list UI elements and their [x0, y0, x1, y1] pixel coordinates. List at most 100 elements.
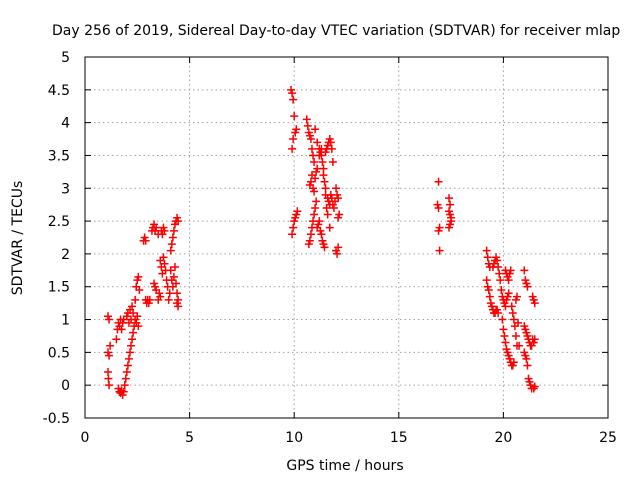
- data-point: [325, 223, 334, 232]
- data-point: [318, 158, 327, 167]
- ticks: 0 5 10 15 20 25 -0.5 0 0.5 1 1.5 2 2.5 3 3.5 4 4.5 5: [43, 50, 617, 446]
- x-tick-label: 0: [81, 430, 90, 446]
- data-point: [482, 276, 491, 285]
- data-point: [311, 203, 320, 212]
- data-point: [305, 236, 314, 245]
- data-point: [152, 223, 161, 232]
- data-point: [173, 289, 182, 298]
- data-point: [313, 138, 322, 147]
- data-point: [169, 226, 178, 235]
- data-point: [446, 200, 455, 209]
- data-point: [105, 351, 114, 360]
- data-point: [509, 358, 518, 367]
- data-point: [507, 302, 516, 311]
- y-tick-label: 2: [61, 247, 70, 263]
- data-point: [327, 144, 336, 153]
- y-tick-label: 3: [61, 181, 70, 197]
- data-point: [329, 203, 338, 212]
- data-point: [523, 361, 532, 370]
- data-point: [125, 348, 134, 357]
- data-point: [129, 308, 138, 317]
- data-point: [303, 121, 312, 130]
- data-point: [292, 125, 301, 134]
- data-point: [159, 253, 168, 262]
- data-point: [320, 243, 329, 252]
- axes: [84, 56, 609, 419]
- data-point: [289, 223, 298, 232]
- data-point: [509, 315, 518, 324]
- data-point: [321, 184, 330, 193]
- x-tick-label: 10: [285, 430, 303, 446]
- data-point: [511, 331, 520, 340]
- data-point: [312, 197, 321, 206]
- data-point: [127, 341, 136, 350]
- data-point: [494, 263, 503, 272]
- data-point: [306, 177, 315, 186]
- x-tick-label: 25: [599, 430, 617, 446]
- data-point: [482, 246, 491, 255]
- data-point: [167, 240, 176, 249]
- data-point: [499, 325, 508, 334]
- data-point: [497, 286, 506, 295]
- y-axis-label: SDTVAR / TECUs: [10, 181, 26, 296]
- data-point: [434, 203, 443, 212]
- data-point: [334, 243, 343, 252]
- data-point: [160, 259, 169, 268]
- data-point: [498, 315, 507, 324]
- data-point: [174, 302, 183, 311]
- data-point: [306, 230, 315, 239]
- data-point: [170, 263, 179, 272]
- data-point: [311, 125, 320, 134]
- data-point: [434, 177, 443, 186]
- data-point: [530, 382, 539, 391]
- data-point: [135, 286, 144, 295]
- data-point: [112, 335, 121, 344]
- y-tick-label: 2.5: [48, 214, 70, 230]
- data-point: [496, 276, 505, 285]
- data-point: [504, 289, 513, 298]
- y-tick-label: 0: [61, 378, 70, 394]
- data-point: [520, 266, 529, 275]
- data-point: [134, 272, 143, 281]
- data-point: [500, 331, 509, 340]
- data-point: [307, 144, 316, 153]
- data-point: [293, 207, 302, 216]
- data-point: [174, 217, 183, 226]
- data-points: [104, 85, 539, 400]
- data-point: [172, 279, 181, 288]
- data-point: [129, 328, 138, 337]
- data-point: [166, 266, 175, 275]
- chart-title: Day 256 of 2019, Sidereal Day-to-day VTE…: [52, 23, 620, 39]
- data-point: [117, 325, 126, 334]
- data-point: [302, 115, 311, 124]
- data-point: [530, 335, 539, 344]
- data-point: [289, 135, 298, 144]
- data-point: [288, 89, 297, 98]
- data-point: [483, 253, 492, 262]
- data-point: [515, 341, 524, 350]
- x-axis-label: GPS time / hours: [286, 458, 403, 474]
- data-point: [485, 292, 494, 301]
- data-point: [120, 381, 129, 390]
- data-point: [128, 335, 137, 344]
- data-point: [168, 233, 177, 242]
- y-tick-label: 4.5: [48, 83, 70, 99]
- data-point: [435, 246, 444, 255]
- data-point: [523, 282, 532, 291]
- data-point: [306, 135, 315, 144]
- data-point: [501, 338, 510, 347]
- y-tick-label: 0.5: [48, 345, 70, 361]
- data-point: [332, 184, 341, 193]
- x-tick-label: 5: [185, 430, 194, 446]
- y-tick-label: 4: [61, 116, 70, 132]
- data-point: [445, 194, 454, 203]
- data-point: [289, 95, 298, 104]
- data-point: [504, 276, 513, 285]
- data-point: [323, 210, 332, 219]
- data-point: [333, 249, 342, 258]
- data-point: [320, 177, 329, 186]
- data-point: [514, 318, 523, 327]
- data-point: [328, 158, 337, 167]
- data-point: [169, 272, 178, 281]
- data-point: [512, 292, 521, 301]
